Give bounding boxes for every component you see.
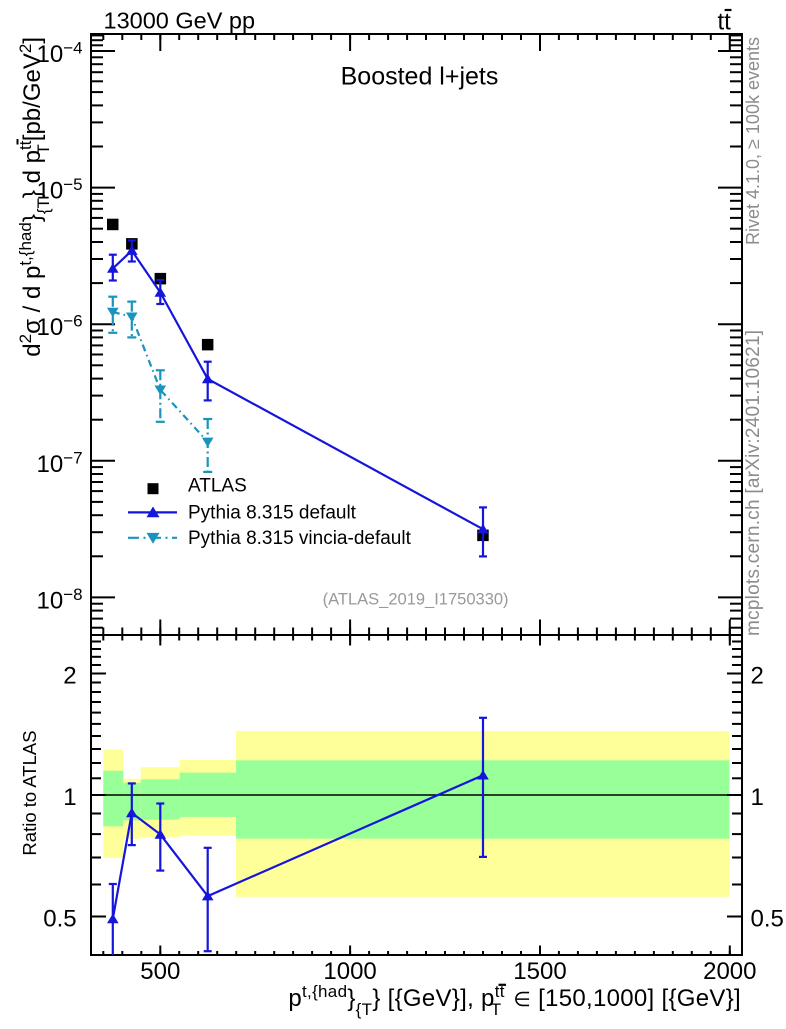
svg-text:(ATLAS_2019_I1750330): (ATLAS_2019_I1750330) xyxy=(323,591,509,609)
svg-text:1500: 1500 xyxy=(513,958,566,985)
svg-text:1: 1 xyxy=(751,784,764,811)
svg-text:ATLAS: ATLAS xyxy=(188,475,247,496)
svg-text:2: 2 xyxy=(751,663,764,690)
svg-text:2: 2 xyxy=(63,663,76,690)
svg-text:Rivet 4.1.0, ≥ 100k events: Rivet 4.1.0, ≥ 100k events xyxy=(743,37,763,245)
svg-text:Ratio to ATLAS: Ratio to ATLAS xyxy=(19,730,40,855)
svg-text:mcplots.cern.ch [arXiv:2401.10: mcplots.cern.ch [arXiv:2401.10621] xyxy=(743,330,764,636)
svg-text:0.5: 0.5 xyxy=(751,906,784,933)
svg-text:Pythia 8.315 default: Pythia 8.315 default xyxy=(188,502,357,523)
svg-text:500: 500 xyxy=(140,958,180,985)
svg-text:Boosted l+jets: Boosted l+jets xyxy=(341,62,499,90)
svg-text:1000: 1000 xyxy=(323,958,376,985)
svg-text:Pythia 8.315 vincia-default: Pythia 8.315 vincia-default xyxy=(188,528,412,549)
svg-text:10−8: 10−8 xyxy=(37,585,83,615)
svg-text:0.5: 0.5 xyxy=(43,906,76,933)
svg-text:tt: tt xyxy=(718,8,732,35)
svg-text:10−5: 10−5 xyxy=(37,175,83,205)
svg-text:13000 GeV pp: 13000 GeV pp xyxy=(104,8,256,34)
svg-text:1: 1 xyxy=(63,784,76,811)
svg-text:2000: 2000 xyxy=(703,958,756,985)
